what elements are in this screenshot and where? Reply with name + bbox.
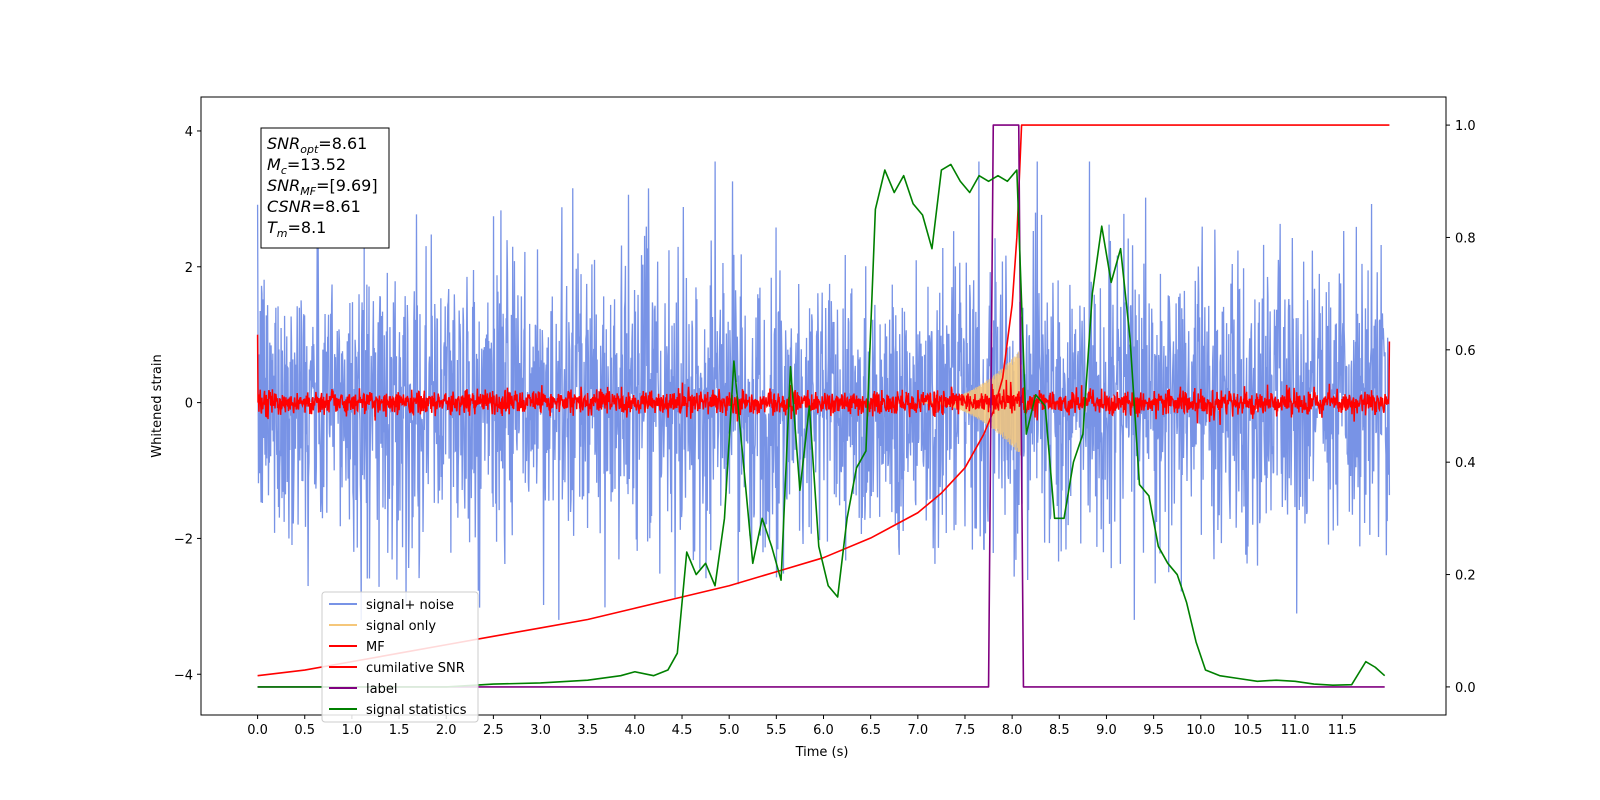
annotation-value: =[9.69] [316,176,378,195]
x-axis-label: Time (s) [795,745,849,760]
x-tick-label: 10.5 [1233,723,1262,738]
x-tick-label: 0.5 [294,723,315,738]
annotation-value: =13.52 [287,155,346,174]
x-tick-label: 10.0 [1186,723,1215,738]
annotation-subscript: opt [300,143,319,156]
x-tick-label: 7.5 [955,723,976,738]
y-right-tick-label: 0.2 [1455,569,1476,584]
annotation-value: =8.61 [318,134,367,153]
y-right-tick-label: 0.6 [1455,344,1476,359]
annotation-line: SNRopt=8.61 [267,134,367,156]
legend-label: signal only [366,619,436,634]
x-tick-label: 11.5 [1328,723,1357,738]
annotation-symbol: SNR [267,134,300,153]
x-tick-label: 3.5 [577,723,598,738]
annotation-line: CSNR=8.61 [267,197,361,216]
legend-label: label [366,682,397,697]
x-tick-label: 2.5 [483,723,504,738]
y-axis-left: 4 2 0 −2 −4 [174,125,201,683]
y-right-tick-label: 0.8 [1455,231,1476,246]
y-axis-right: 1.0 0.8 0.6 0.4 0.2 0.0 [1446,119,1476,696]
annotation-value: =8.1 [288,218,327,237]
annotation-symbol: T [267,218,278,237]
y-left-tick-label: 4 [185,125,193,140]
x-tick-label: 4.5 [672,723,693,738]
x-tick-label: 1.5 [389,723,410,738]
annotation-box: SNRopt=8.61Mc=13.52SNRMF=[9.69]CSNR=8.61… [260,127,390,249]
y-left-tick-label: 0 [185,397,193,412]
series-line-signal-statistics [257,163,1386,688]
x-tick-label: 7.0 [907,723,928,738]
annotation-symbol: SNR [267,176,300,195]
x-tick-label: 5.0 [719,723,740,738]
annotation-frame [260,127,390,249]
annotation-subscript: c [281,164,287,177]
annotation-symbol: M [267,155,281,174]
y-left-tick-label: 2 [185,261,193,276]
legend-label: signal+ noise [366,598,454,613]
x-tick-label: 0.0 [247,723,268,738]
legend-label: cumilative SNR [366,661,465,676]
annotation-line: SNRMF=[9.69] [267,176,378,198]
y-left-tick-label: −4 [174,668,193,683]
y-right-tick-label: 0.0 [1455,681,1476,696]
y-right-tick-label: 0.4 [1455,456,1476,471]
x-tick-label: 8.0 [1002,723,1023,738]
y-left-tick-label: −2 [174,532,193,547]
x-axis: 0.0 0.5 1.0 1.5 2.0 2.5 3.0 3.5 4.0 4.5 5.0 5.5 6.0 6… [247,715,1357,738]
legend: signal+ noise signal only MF cumilative SNR… [321,591,479,723]
series-line-mf [256,334,1391,425]
x-tick-label: 2.0 [436,723,457,738]
x-tick-label: 6.0 [813,723,834,738]
annotation-value: =8.61 [312,197,361,216]
legend-label: signal statistics [366,703,467,718]
y-axis-label: Whitened strain [150,354,165,457]
annotation-subscript: m [277,227,288,240]
x-tick-label: 6.5 [860,723,881,738]
x-tick-label: 1.0 [342,723,363,738]
plot-area [256,124,1391,688]
annotation-symbol: CSNR [267,197,312,216]
series-line-label [257,124,1385,688]
x-tick-label: 8.5 [1049,723,1070,738]
annotation-line: Mc=13.52 [267,155,346,177]
legend-frame [321,591,479,723]
x-tick-label: 11.0 [1281,723,1310,738]
x-tick-label: 3.0 [530,723,551,738]
x-tick-label: 9.5 [1143,723,1164,738]
legend-label: MF [366,640,385,655]
y-right-tick-label: 1.0 [1455,119,1476,134]
x-tick-label: 5.5 [766,723,787,738]
x-tick-label: 9.0 [1096,723,1117,738]
annotation-line: Tm=8.1 [267,218,326,240]
x-tick-label: 4.0 [625,723,646,738]
annotation-subscript: MF [300,185,316,198]
